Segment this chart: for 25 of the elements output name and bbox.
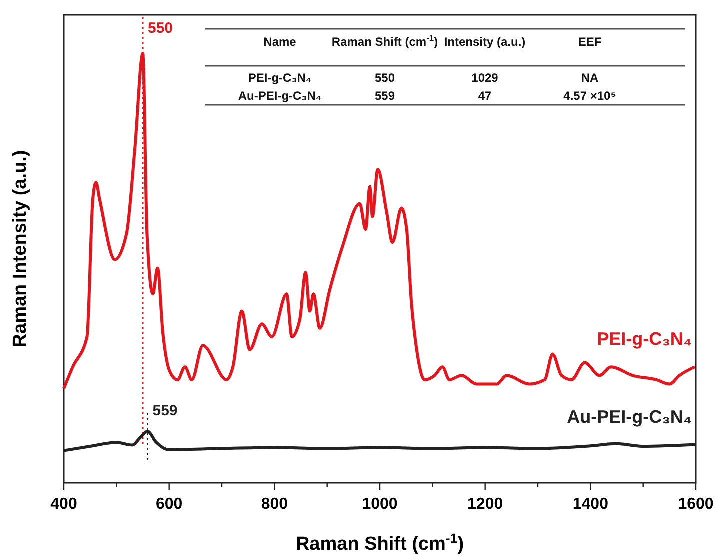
x-tick-label: 1400: [572, 496, 609, 513]
x-tick-label: 800: [261, 496, 288, 513]
series-label: PEI-g-C₃N₄: [597, 329, 692, 350]
annotation: 550: [374, 71, 396, 85]
annotation: 47: [478, 89, 492, 103]
text: Raman Shift (cm$^{-1}$): [332, 33, 438, 49]
x-tick-label: 1600: [678, 496, 714, 513]
ref-line-label: 550: [148, 20, 174, 37]
ref-line-label: 559: [152, 402, 178, 420]
series-label: Au-PEI-g-C₃N₄: [567, 406, 692, 427]
annotation: 559: [374, 89, 396, 103]
x-tick-label: 1200: [468, 496, 504, 513]
annotation: PEI-g-C₃N₄: [248, 71, 312, 85]
x-tick-label: 1000: [362, 496, 398, 513]
y-axis-title: Raman Intensity (a.u.): [10, 150, 31, 348]
text: Intensity (a.u.): [444, 35, 526, 49]
annotation: 1029: [472, 71, 499, 85]
annotation: 4.57 ×10⁵: [564, 89, 616, 103]
x-tick-label: 400: [50, 496, 78, 513]
annotation: NA: [581, 71, 599, 85]
annotation: Au-PEI-g-C₃N₄: [238, 89, 322, 103]
x-axis-title: Raman Shift (cm$^{-1}$): [296, 530, 464, 555]
x-tick-label: 600: [156, 496, 183, 513]
text: EEF: [578, 35, 602, 49]
text: Name: [264, 35, 297, 49]
